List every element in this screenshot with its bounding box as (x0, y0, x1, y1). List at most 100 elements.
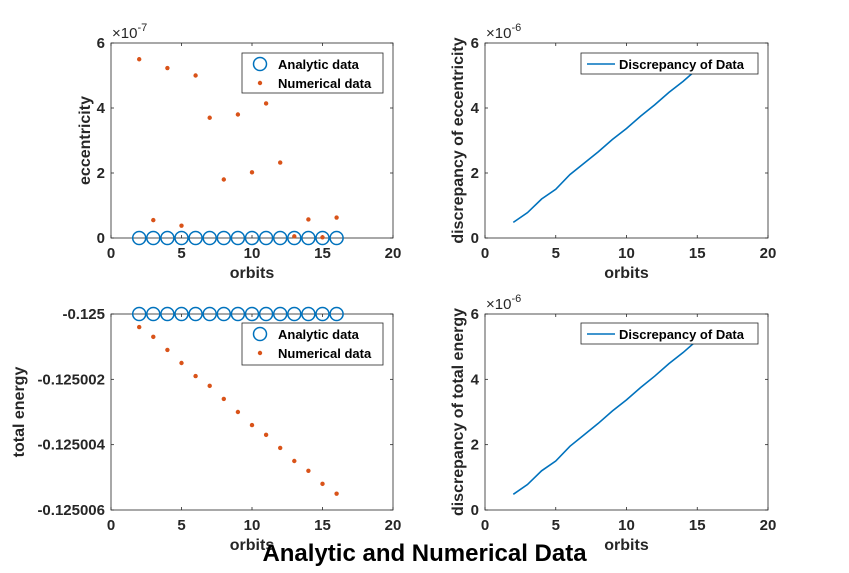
numerical-data-point (320, 481, 325, 487)
y-tick-label: 0 (471, 502, 479, 519)
figure-title: Analytic and Numerical Data (262, 540, 587, 567)
legend: Discrepancy of Data (580, 52, 759, 75)
analytic-data-point (287, 230, 302, 246)
axis-exponent-label: ×10-6 (486, 22, 521, 42)
axes-box (484, 313, 769, 511)
analytic-data-point (160, 230, 175, 246)
y-axis-label: discrepancy of total energy (450, 308, 467, 516)
legend-box (580, 52, 759, 75)
subplot-2: 0 5 10 15 20 0 2 4 6 ×10-6 orbits discrepancy of ec… (450, 22, 776, 282)
y-tick-label: 6 (471, 306, 479, 323)
analytic-data-point (258, 230, 274, 246)
numerical-data-point (306, 468, 311, 473)
x-tick-label: 0 (107, 245, 115, 262)
analytic-data-point (244, 230, 260, 246)
numerical-data-point (235, 112, 241, 117)
x-tick-label: 10 (618, 517, 635, 534)
legend-box (580, 322, 759, 345)
numerical-data-point (207, 383, 212, 389)
x-tick-label: 15 (314, 245, 331, 262)
x-tick-label: 15 (689, 517, 706, 534)
numerical-data-point (151, 217, 156, 223)
axes-box (484, 42, 769, 239)
x-tick-label: 0 (481, 245, 489, 262)
numerical-data-point (334, 491, 339, 496)
x-axis-label: orbits (604, 265, 649, 282)
numerical-data-point (137, 57, 142, 62)
y-tick-label: -0.125002 (37, 371, 105, 388)
x-tick-label: 5 (177, 245, 185, 262)
x-tick-label: 5 (552, 517, 560, 534)
analytic-data-point (174, 230, 189, 246)
y-axis-label: eccentricity (77, 96, 94, 185)
y-tick-label: 2 (471, 165, 479, 182)
legend-label: Analytic data (278, 327, 360, 342)
numerical-data-point (137, 324, 142, 330)
numerical-data-point (278, 160, 283, 165)
analytic-data-point (272, 230, 288, 246)
y-tick-label: 6 (471, 35, 479, 52)
analytic-data-point (230, 306, 246, 322)
analytic-data-point (315, 306, 330, 322)
analytic-data-point (329, 230, 344, 246)
x-tick-label: 0 (107, 517, 115, 534)
x-tick-label: 15 (689, 245, 706, 262)
legend-label: Discrepancy of Data (619, 57, 745, 72)
legend-label: Analytic data (278, 57, 360, 72)
x-tick-label: 15 (314, 517, 331, 534)
x-tick-label: 10 (244, 517, 261, 534)
numerical-data-point (165, 347, 170, 353)
analytic-data-point (329, 306, 344, 322)
analytic-data-point (160, 306, 175, 322)
analytic-data-point (188, 306, 203, 322)
analytic-data-point (315, 230, 330, 246)
y-tick-label: 2 (97, 165, 105, 182)
y-tick-label: -0.125004 (37, 437, 105, 454)
analytic-data-point (188, 230, 203, 246)
legend: Analytic data Numerical data (241, 322, 384, 366)
legend-dot-swatch (257, 80, 263, 86)
axis-exponent-label: ×10-7 (112, 22, 147, 42)
numerical-data-point (320, 235, 325, 240)
legend-label: Numerical data (278, 76, 372, 91)
series-line (512, 55, 712, 224)
numerical-data-point (179, 360, 184, 366)
subplot-1: 0 5 10 15 20 0 2 4 6 ×10-7 orbits eccentricity Analy… (77, 22, 401, 282)
legend: Analytic data Numerical data (241, 52, 384, 94)
x-axis-label: orbits (604, 537, 649, 554)
numerical-data-point (151, 334, 156, 340)
y-tick-label: 4 (97, 100, 106, 117)
numerical-data-point (193, 373, 198, 379)
analytic-data-point (202, 230, 217, 246)
x-tick-label: 20 (385, 517, 402, 534)
numerical-data-point (278, 445, 283, 451)
x-tick-label: 0 (481, 517, 489, 534)
analytic-data-point (174, 306, 189, 322)
series-line (512, 326, 712, 495)
x-tick-label: 20 (385, 245, 402, 262)
x-axis-label: orbits (230, 265, 275, 282)
numerical-data-point (193, 73, 198, 78)
x-tick-label: 20 (760, 245, 777, 262)
x-tick-label: 20 (760, 517, 777, 534)
numerical-data-point (221, 177, 226, 182)
analytic-data-point (244, 306, 260, 322)
numerical-data-point (306, 217, 311, 222)
numerical-data-point (221, 396, 226, 402)
axis-exponent-label: ×10-6 (486, 293, 521, 313)
y-tick-label: 0 (471, 230, 479, 247)
legend: Discrepancy of Data (580, 322, 759, 345)
y-tick-label: 6 (97, 35, 105, 52)
y-tick-label: 4 (471, 100, 480, 117)
y-tick-label: 4 (471, 371, 480, 388)
legend-circle-swatch (252, 56, 268, 72)
subplot-4: 0 5 10 15 20 0 2 4 6 ×10-6 orbits discrepancy of to… (450, 293, 776, 554)
numerical-data-point (249, 422, 255, 428)
numerical-data-point (263, 101, 269, 106)
numerical-data-point (235, 409, 241, 415)
analytic-data-point (258, 306, 274, 322)
y-axis-label: total energy (11, 367, 28, 458)
analytic-data-point (146, 306, 161, 322)
analytic-data-point (272, 306, 288, 322)
